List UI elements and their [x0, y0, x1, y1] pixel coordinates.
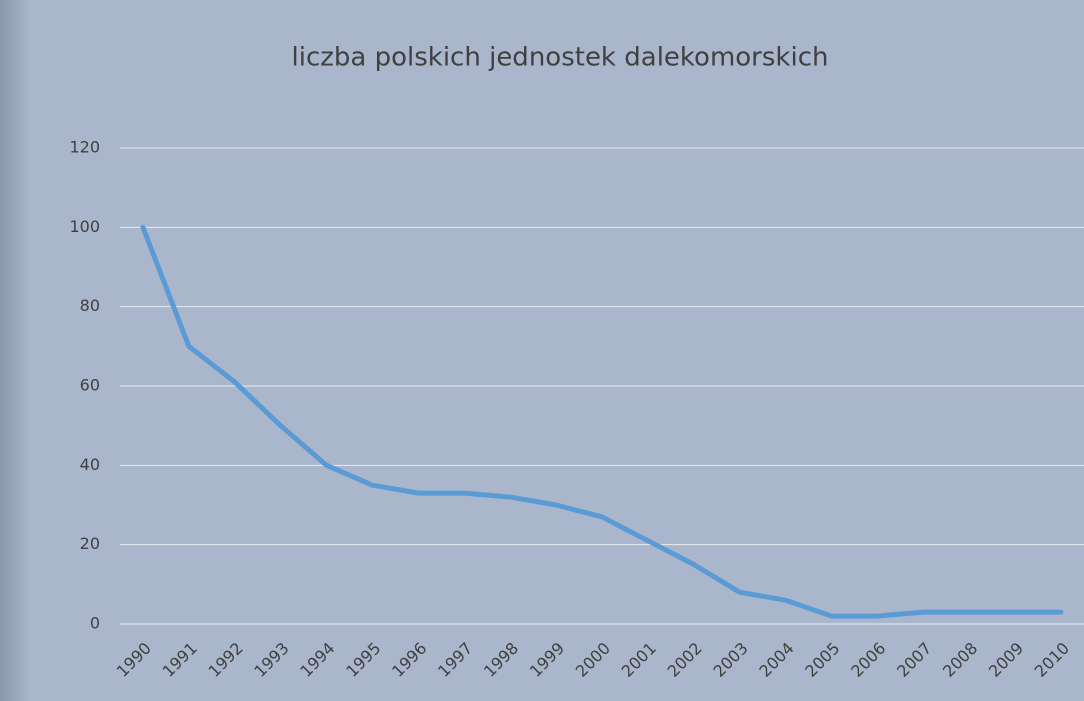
y-tick-label: 0 — [90, 614, 100, 633]
background-edge — [0, 0, 30, 701]
background — [0, 0, 1084, 701]
y-tick-label: 40 — [80, 455, 100, 474]
y-tick-label: 120 — [69, 138, 100, 157]
y-tick-label: 80 — [80, 296, 100, 315]
y-tick-label: 60 — [80, 376, 100, 395]
y-tick-label: 20 — [80, 534, 100, 553]
y-tick-label: 100 — [69, 217, 100, 236]
chart: liczba polskich jednostek dalekomorskich… — [0, 0, 1084, 701]
chart-title: liczba polskich jednostek dalekomorskich — [292, 43, 829, 73]
